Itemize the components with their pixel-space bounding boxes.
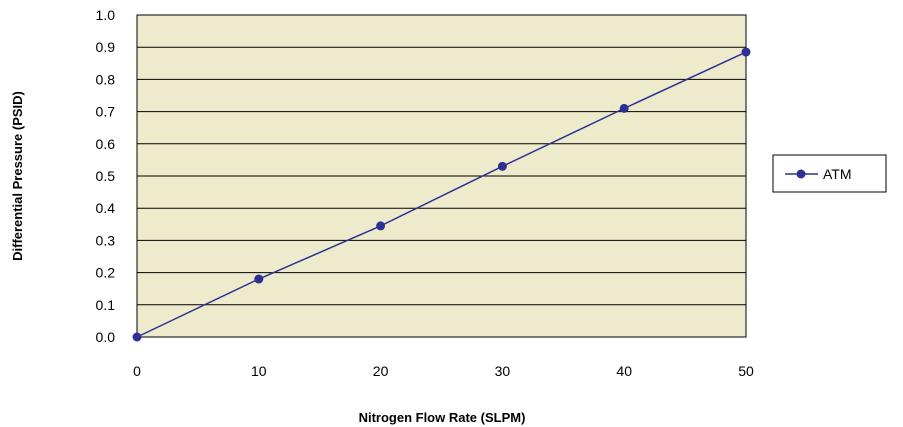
data-point	[741, 47, 751, 57]
data-point	[497, 161, 507, 171]
x-tick-label: 40	[616, 363, 632, 379]
y-axis-title: Differential Pressure (PSID)	[10, 91, 25, 261]
y-tick-label: 0.6	[96, 136, 116, 152]
y-tick-label: 0.9	[96, 39, 116, 55]
y-tick-label: 0.5	[96, 168, 116, 184]
y-tick-label: 1.0	[96, 7, 116, 23]
legend: ATM	[772, 154, 887, 193]
data-point	[132, 332, 142, 342]
y-tick-label: 0.0	[96, 329, 116, 345]
series-line-atm	[136, 51, 747, 338]
grid-lines	[137, 46, 746, 306]
legend-marker-atm	[796, 169, 806, 179]
x-tick-label: 30	[495, 363, 511, 379]
x-tick-label: 20	[373, 363, 389, 379]
y-tick-label: 0.2	[96, 265, 116, 281]
y-tick-label: 0.8	[96, 71, 116, 87]
series-group	[132, 47, 751, 342]
x-tick-label: 50	[738, 363, 754, 379]
data-point	[376, 221, 386, 231]
legend-label-atm: ATM	[823, 166, 852, 182]
x-axis-ticks: 0 10 20 30 40 50	[133, 363, 754, 379]
y-tick-label: 0.4	[96, 200, 116, 216]
x-tick-label: 0	[133, 363, 141, 379]
y-tick-label: 0.3	[96, 232, 116, 248]
x-tick-label: 10	[251, 363, 267, 379]
data-point	[619, 103, 629, 113]
y-tick-label: 0.7	[96, 104, 116, 120]
y-axis-ticks: 0.0 0.1 0.2 0.3 0.4 0.5 0.6 0.7 0.8 0.9 1.0	[96, 7, 116, 345]
y-tick-label: 0.1	[96, 297, 116, 313]
data-point	[254, 274, 264, 284]
x-axis-title: Nitrogen Flow Rate (SLPM)	[359, 410, 526, 425]
